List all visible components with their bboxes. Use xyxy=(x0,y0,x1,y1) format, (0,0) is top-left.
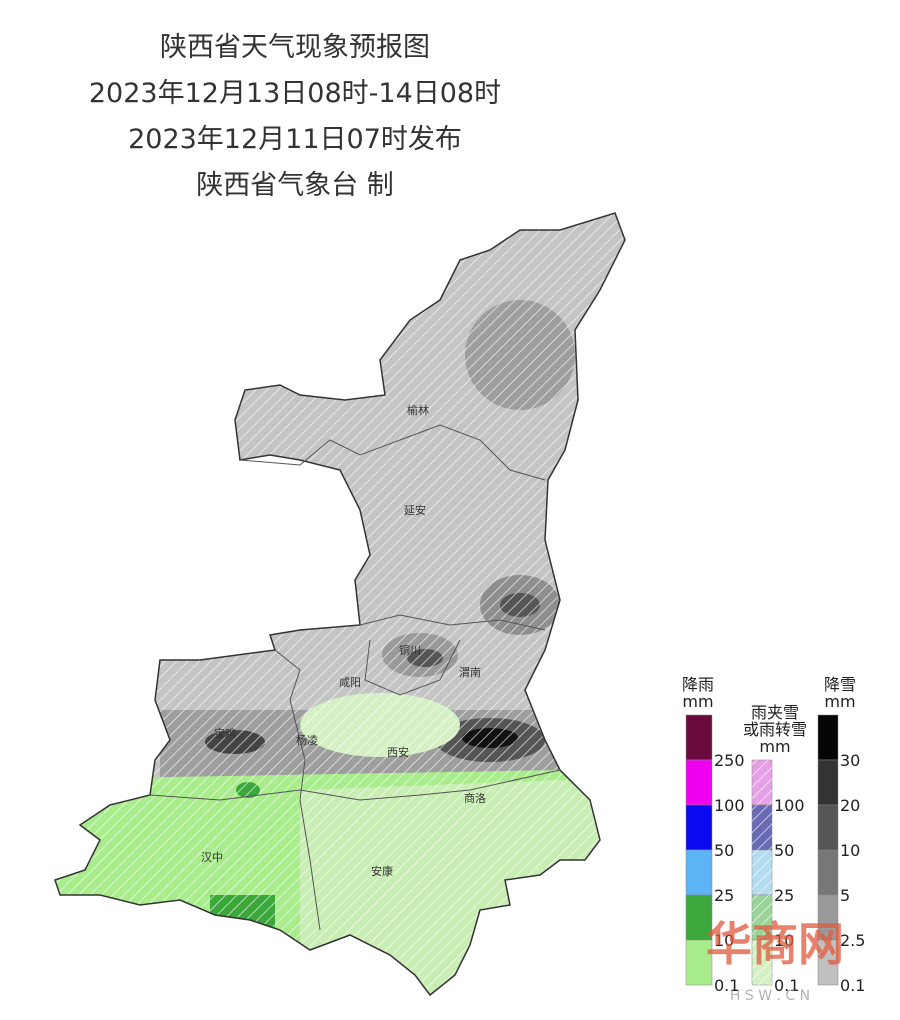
legend-label: 2.5 xyxy=(840,931,865,950)
city-label: 榆林 xyxy=(407,403,429,417)
title: 陕西省气象台 制 xyxy=(196,170,394,201)
watermark-url: H S W . C N xyxy=(730,988,810,1004)
legend-swatch xyxy=(685,804,713,851)
legend-title: mm xyxy=(759,737,790,756)
city-label: 宝鸡 xyxy=(214,726,236,740)
header: 陕西省天气现象预报图 2023年12月13日08时-14日08时 2023年12… xyxy=(89,32,501,201)
city-label: 咸阳 xyxy=(339,676,361,689)
legend-label: 25 xyxy=(774,886,794,905)
legend-swatch xyxy=(685,759,713,806)
legend-label: 50 xyxy=(774,841,794,860)
legend-title: mm xyxy=(682,692,713,711)
city-label: 西安 xyxy=(387,745,409,759)
city-label: 商洛 xyxy=(464,791,486,805)
legend-title: mm xyxy=(824,692,855,711)
legend-label: 0.1 xyxy=(840,976,865,995)
city-label: 杨凌 xyxy=(296,733,318,747)
legend-swatch xyxy=(817,939,839,986)
legend-label: 0.1 xyxy=(714,976,739,995)
legend-label: 250 xyxy=(714,751,745,770)
legend-swatch xyxy=(685,939,713,986)
legend-label: 100 xyxy=(714,796,745,815)
title: 2023年12月13日08时-14日08时 xyxy=(89,78,501,109)
city-label: 安康 xyxy=(371,864,393,878)
title: 陕西省天气现象预报图 xyxy=(160,32,430,63)
legend-label: 10 xyxy=(840,841,860,860)
city-label: 汉中 xyxy=(201,851,223,864)
legend-label: 100 xyxy=(774,796,805,815)
legend-swatch xyxy=(817,714,839,761)
legend-swatch xyxy=(685,894,713,941)
legend-hatch xyxy=(752,895,772,940)
legend-label: 0.1 xyxy=(774,976,799,995)
legend-label: 5 xyxy=(840,886,850,905)
legend-swatch xyxy=(685,849,713,896)
legend-label: 50 xyxy=(714,841,734,860)
watermark: 华商网 H S W . C N xyxy=(706,917,844,1004)
legend-label: 25 xyxy=(714,886,734,905)
legend: 降雨mm2501005025100.1雨夹雪或雨转雪mm1005025100.1… xyxy=(682,675,865,995)
legend-hatch xyxy=(752,805,772,850)
legend-swatch xyxy=(817,759,839,806)
district-borders xyxy=(149,424,561,931)
legend-title: 降雨 xyxy=(682,675,714,694)
city-label: 铜川 xyxy=(399,643,421,657)
legend-label: 10 xyxy=(714,931,734,950)
watermark-logo: 华商网 xyxy=(706,917,844,971)
legend-hatch xyxy=(752,760,772,805)
title: 2023年12月11日07时发布 xyxy=(128,124,462,155)
legend-title: 雨夹雪 xyxy=(751,703,799,722)
legend-hatch xyxy=(752,940,772,985)
legend-swatch xyxy=(817,849,839,896)
legend-title: 或雨转雪 xyxy=(743,720,807,739)
legend-label: 30 xyxy=(840,751,860,770)
legend-label: 10 xyxy=(774,931,794,950)
legend-swatch xyxy=(817,804,839,851)
legend-swatch xyxy=(685,714,713,761)
legend-label: 20 xyxy=(840,796,860,815)
legend-hatch xyxy=(752,850,772,895)
city-label: 延安 xyxy=(404,503,426,517)
city-label: 渭南 xyxy=(459,666,481,679)
legend-title: 降雪 xyxy=(824,675,856,694)
